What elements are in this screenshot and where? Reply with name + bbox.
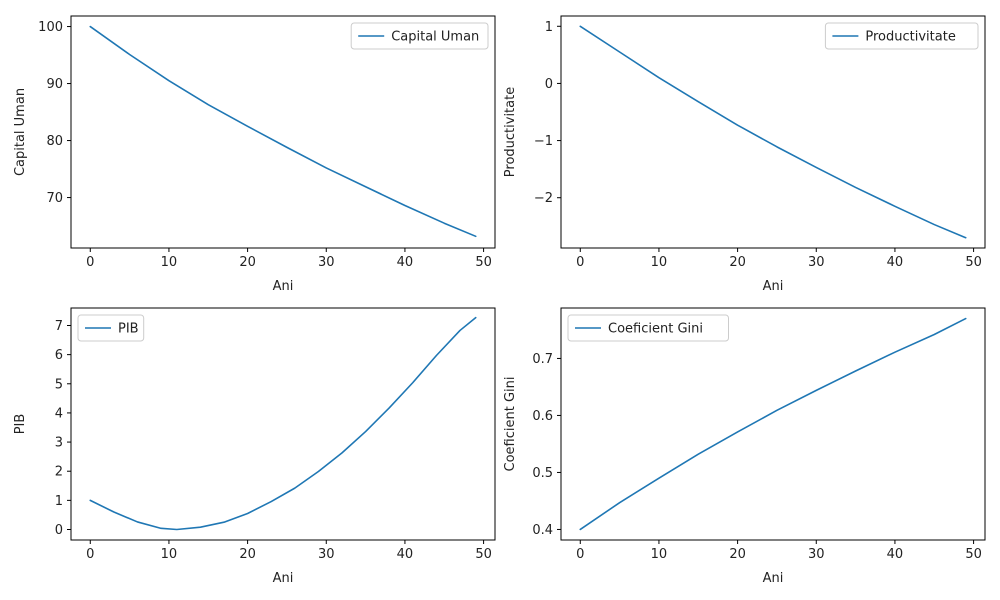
axes-frame [560, 15, 986, 249]
legend: Capital Uman [350, 22, 489, 50]
y-tick-label: 1 [55, 494, 63, 509]
x-tick-label: 40 [397, 255, 414, 270]
x-tick-label: 50 [475, 547, 492, 562]
axes-frame [70, 307, 496, 541]
y-tick-label: 2 [55, 465, 63, 480]
legend-box [567, 314, 729, 342]
series-line-4-1 [579, 317, 967, 531]
x-tick-label: 10 [651, 255, 668, 270]
series-line-3-1 [89, 316, 477, 531]
x-tick-label: 30 [318, 547, 335, 562]
legend-label: Productivitate [865, 30, 955, 45]
axes-frame [560, 307, 986, 541]
y-tick-label: 6 [55, 348, 63, 363]
x-tick-label: 10 [161, 547, 178, 562]
y-tick-label: 7 [55, 319, 63, 334]
x-tick-label: 40 [397, 547, 414, 562]
y-tick-label: 0 [545, 77, 553, 92]
x-axis-label: Ani [763, 571, 784, 586]
x-tick-label: 50 [965, 547, 982, 562]
y-tick-label: 0.5 [532, 466, 553, 481]
x-tick-label: 0 [86, 255, 94, 270]
x-tick-label: 10 [161, 255, 178, 270]
y-tick-label: −1 [534, 134, 553, 149]
y-tick-label: 5 [55, 377, 63, 392]
legend: Productivitate [824, 22, 979, 50]
legend: PIB [77, 314, 145, 342]
x-tick-label: 20 [239, 547, 256, 562]
x-tick-label: 0 [576, 255, 584, 270]
y-tick-label: 1 [545, 20, 553, 35]
x-axis-label: Ani [763, 279, 784, 294]
legend-box [824, 22, 979, 50]
y-tick-label: −2 [534, 191, 553, 206]
x-tick-label: 50 [475, 255, 492, 270]
legend-label: PIB [118, 322, 139, 337]
chart-panel-1: 0 10 20 30 40 50 70 80 90 100 Ani Capital Uman Capit… [13, 15, 496, 294]
y-tick-label: 100 [38, 20, 63, 35]
series-line-2-1 [579, 25, 967, 239]
axes-frame [70, 15, 496, 249]
chart-panel-2: 0 10 20 30 40 50 −2 −1 0 1 Ani Productivitate Produc… [503, 15, 986, 294]
x-tick-label: 0 [86, 547, 94, 562]
x-tick-label: 0 [576, 547, 584, 562]
y-axis-label: PIB [13, 414, 28, 435]
x-axis-label: Ani [273, 279, 294, 294]
x-tick-label: 30 [318, 255, 335, 270]
x-tick-label: 20 [239, 255, 256, 270]
x-tick-label: 40 [887, 547, 904, 562]
chart-panel-3: 0 10 20 30 40 50 0 1 2 3 4 5 6 7 Ani PIB PIB [13, 307, 496, 586]
legend-label: Capital Uman [391, 30, 479, 45]
y-tick-label: 80 [46, 134, 63, 149]
y-axis-label: Coeficient Gini [503, 377, 518, 472]
y-tick-label: 0.4 [532, 523, 553, 538]
y-axis-label: Productivitate [503, 87, 518, 177]
series-line-1-1 [89, 25, 477, 238]
y-tick-label: 0 [55, 523, 63, 538]
x-tick-label: 30 [808, 255, 825, 270]
legend-label: Coeficient Gini [608, 322, 703, 337]
y-axis-label: Capital Uman [13, 88, 28, 176]
legend-box [350, 22, 489, 50]
chart-panel-4: 0 10 20 30 40 50 0.4 0.5 0.6 0.7 Ani Coeficient Gin… [503, 307, 986, 586]
x-tick-label: 30 [808, 547, 825, 562]
y-tick-label: 90 [46, 77, 63, 92]
x-tick-label: 20 [729, 547, 746, 562]
x-tick-label: 50 [965, 255, 982, 270]
y-tick-label: 4 [55, 406, 63, 421]
y-tick-label: 3 [55, 436, 63, 451]
x-axis-label: Ani [273, 571, 294, 586]
x-tick-label: 10 [651, 547, 668, 562]
legend: Coeficient Gini [567, 314, 729, 342]
x-tick-label: 20 [729, 255, 746, 270]
y-tick-label: 70 [46, 191, 63, 206]
y-tick-label: 0.6 [532, 409, 553, 424]
y-tick-label: 0.7 [532, 352, 553, 367]
x-tick-label: 40 [887, 255, 904, 270]
